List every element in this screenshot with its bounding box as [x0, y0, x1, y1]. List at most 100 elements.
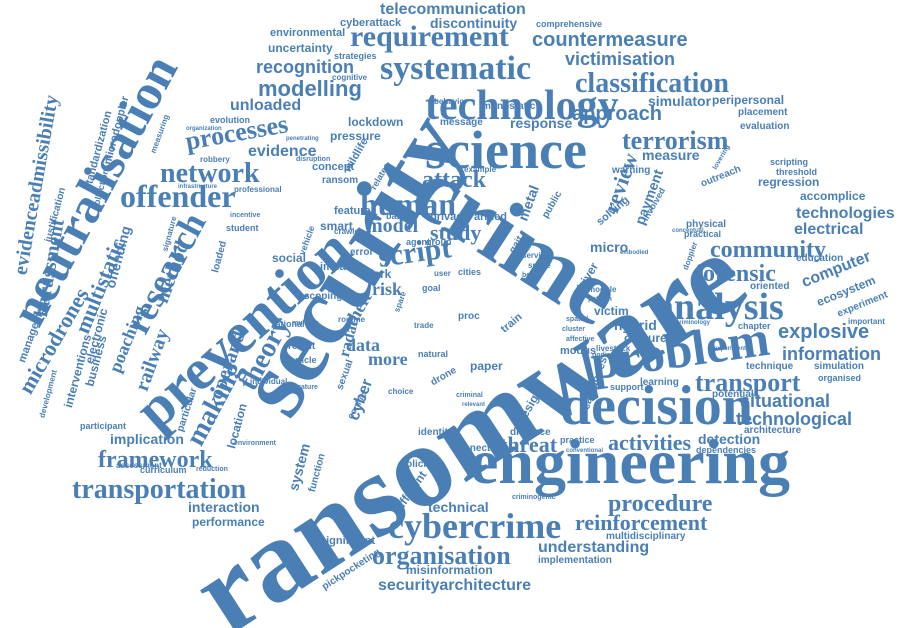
word-behavior: behavior	[434, 97, 468, 106]
word-embodied: embodied	[620, 250, 649, 256]
word-pattern: pattern	[588, 296, 612, 303]
word-modus: modus	[560, 345, 597, 357]
word-evaluation: evaluation	[740, 121, 790, 132]
word-reduction: reduction	[196, 466, 228, 473]
word-example: example	[464, 165, 497, 174]
word-result: result	[288, 341, 316, 352]
word-practical: practical	[684, 229, 722, 239]
word-policing: policing	[400, 459, 439, 470]
word-relevant: relevant	[462, 402, 486, 408]
word-offender: offender	[120, 178, 236, 214]
word-choice: choice	[388, 387, 414, 396]
word-cluster: cluster	[562, 326, 585, 333]
word-hybrid: hybrid	[614, 317, 657, 333]
word-threat: threat	[500, 432, 558, 457]
word-individual: individual	[250, 377, 288, 386]
word-natural: natural	[418, 349, 449, 359]
word-environment: environment	[234, 440, 277, 447]
word-performance: performance	[192, 515, 265, 529]
word-identity: identity	[418, 427, 454, 438]
word-smart: smart	[320, 219, 353, 233]
word-implication: implication	[110, 431, 184, 447]
word-concept: concept	[312, 161, 355, 173]
word-dependencies: dependencies	[696, 445, 757, 455]
word-scripting: scripting	[770, 157, 809, 167]
word-space: space	[528, 261, 551, 270]
word-implementation: implementation	[538, 555, 612, 566]
word-based: based	[386, 211, 413, 221]
word-participant: participant	[80, 421, 127, 431]
word-electrical: electrical	[794, 221, 864, 238]
word-analysis: analysis	[655, 286, 784, 328]
word-securityarchitecture: securityarchitecture	[378, 577, 531, 594]
word-group: group	[426, 237, 452, 247]
word-closure: closure	[624, 331, 667, 345]
word-accomplice: accomplice	[800, 189, 866, 203]
word-student: student	[226, 223, 259, 233]
word-criminogenic: criminogenic	[512, 494, 556, 501]
word-penetrating: penetrating	[286, 136, 319, 142]
word-attack: attack	[422, 167, 486, 193]
word-cyberattack: cyberattack	[340, 17, 402, 29]
word-feature: feature	[334, 205, 371, 217]
word-strategies: strategies	[334, 51, 377, 61]
word-threshold: threshold	[776, 167, 818, 177]
word-understanding: understanding	[538, 539, 650, 556]
word-infrastructure: infrastructure	[178, 184, 218, 190]
word-terrorism: terrorism	[622, 126, 729, 155]
word-placement: placement	[738, 107, 788, 118]
word-technology: technology	[425, 83, 619, 129]
word-loaded: loaded	[210, 239, 230, 274]
word-evolution: evolution	[210, 115, 250, 125]
word-multiple: multiple	[292, 320, 319, 327]
word-interaction: interaction	[188, 499, 260, 515]
word-robbery: robbery	[200, 155, 230, 164]
word-recognition: recognition	[256, 57, 354, 77]
word-rational: rational	[272, 319, 305, 329]
word-telecommunication: telecommunication	[380, 1, 526, 18]
word-architecture: architecture	[744, 425, 802, 436]
word-response: response	[510, 115, 573, 131]
word-human: human	[360, 186, 457, 222]
word-detection: detection	[698, 431, 761, 447]
word-warning: warning	[612, 165, 651, 176]
word-scoping: scoping	[304, 291, 343, 302]
word-science: science	[425, 120, 587, 180]
word-environmental: environmental	[270, 27, 346, 39]
word-organization: organization	[186, 126, 222, 132]
word-regression: regression	[758, 175, 820, 189]
word-connected: connected	[452, 443, 503, 454]
word-transport: transport	[695, 368, 801, 397]
word-network: network	[160, 158, 260, 189]
word-important: important	[848, 317, 885, 326]
word-ransom: ransom	[322, 175, 359, 186]
word-simulator: simulator	[648, 93, 712, 109]
word-model: model	[366, 215, 419, 237]
word-impact: impact	[320, 261, 356, 273]
word-practice: practice	[560, 435, 595, 445]
word-explosive: explosive	[778, 321, 870, 343]
word-criminology: criminology	[676, 320, 711, 326]
word-social: social	[272, 251, 307, 265]
word-forensic: forensic	[695, 261, 776, 287]
word-lockdown: lockdown	[348, 115, 404, 129]
word-cities: cities	[458, 267, 482, 277]
word-modelling: modelling	[258, 76, 362, 101]
word-livestock: livestock	[596, 344, 631, 353]
word-education: education	[796, 253, 844, 264]
word-conventional: conventional	[566, 448, 604, 454]
word-literature: literature	[288, 384, 318, 391]
word-agent: agent	[406, 237, 431, 247]
word-spatial: spatial	[566, 316, 589, 323]
word-armed: armed	[474, 211, 508, 223]
word-message: message	[440, 117, 483, 128]
word-technologies: technologies	[796, 205, 895, 222]
word-misinformation: misinformation	[406, 563, 493, 577]
word-significant: significant	[320, 535, 376, 547]
word-evidence: evidence	[248, 143, 317, 160]
word-study: study	[430, 220, 482, 245]
word-service: service	[522, 251, 550, 260]
word-micro: micro	[590, 239, 629, 255]
word-procedure: procedure	[608, 491, 713, 517]
